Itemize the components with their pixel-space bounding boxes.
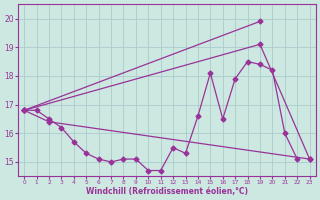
- X-axis label: Windchill (Refroidissement éolien,°C): Windchill (Refroidissement éolien,°C): [86, 187, 248, 196]
